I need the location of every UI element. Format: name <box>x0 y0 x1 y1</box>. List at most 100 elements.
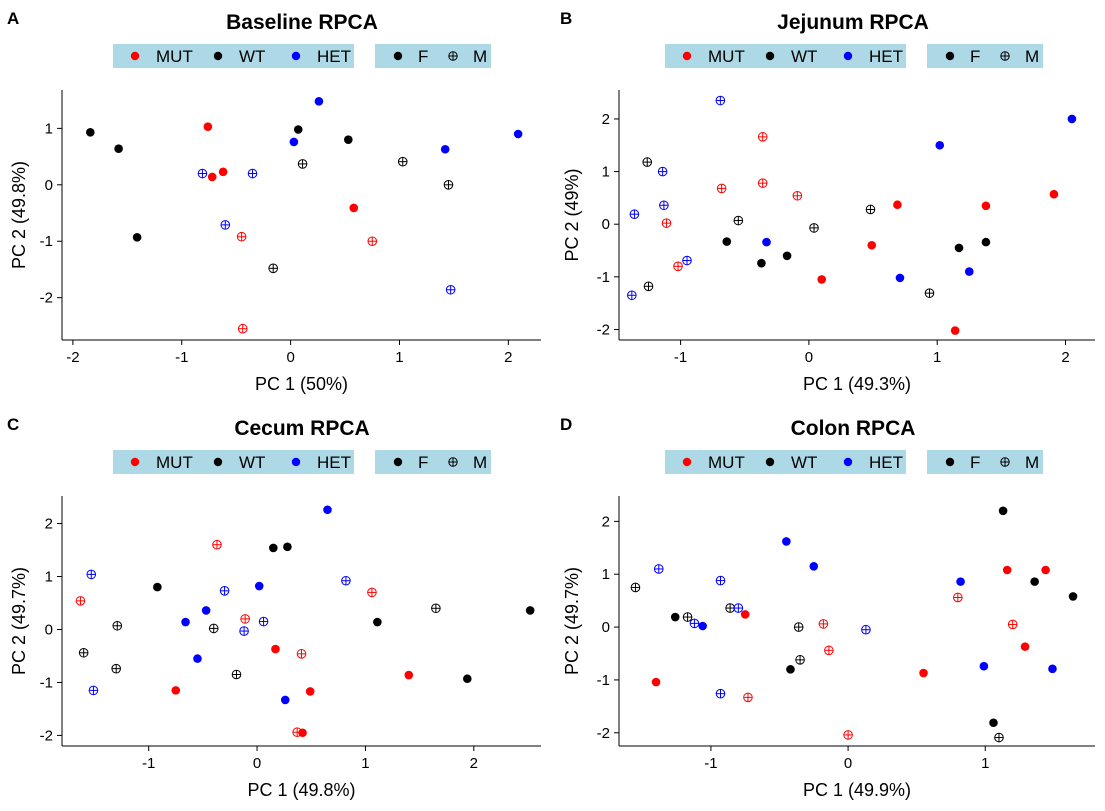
point-mut-f <box>298 728 307 738</box>
point-mut-f <box>919 668 928 678</box>
point-mut-m <box>237 323 248 334</box>
point-wt-f <box>132 232 142 242</box>
point-wt-m <box>112 620 123 631</box>
x-tick-label: 1 <box>395 349 403 366</box>
point-mut-f <box>981 201 991 211</box>
point-wt-m <box>733 215 744 226</box>
point-mut-f <box>1020 642 1030 651</box>
y-tick-label: 0 <box>45 621 53 638</box>
point-het-m <box>657 166 668 177</box>
point-wt-f <box>786 665 795 674</box>
y-tick-label: 2 <box>602 111 610 128</box>
legend-marker-f <box>945 51 955 61</box>
point-wt-f <box>86 128 95 137</box>
point-het-m <box>715 688 726 699</box>
point-mut-m <box>824 645 834 656</box>
point-wt-f <box>293 125 303 134</box>
legend-marker-f <box>393 457 403 467</box>
legend-genotype-box <box>665 44 906 68</box>
point-wt-f <box>283 542 292 552</box>
point-wt-m <box>431 603 441 614</box>
point-het-m <box>258 616 269 627</box>
point-wt-m <box>231 669 242 680</box>
y-tick-label: -1 <box>40 233 53 250</box>
point-mut-f <box>1041 565 1050 575</box>
legend-marker-m <box>448 457 458 467</box>
point-wt-f <box>153 582 162 592</box>
legend-genotype-box <box>113 44 354 68</box>
legend-marker-wt <box>765 457 775 467</box>
point-mut-f <box>893 200 902 210</box>
point-het-m <box>219 586 230 596</box>
legend-label-het: HET <box>869 47 903 66</box>
point-wt-f <box>463 674 472 684</box>
x-tick-label: 0 <box>253 755 261 772</box>
legend-label-het: HET <box>869 453 903 472</box>
legend-marker-het <box>843 457 853 467</box>
x-tick-label: 0 <box>286 349 294 366</box>
legend-genotype-box <box>113 450 354 474</box>
legend-label-wt: WT <box>239 453 265 472</box>
x-tick-label: 1 <box>981 755 989 772</box>
panel-b: B Jejunum RPCA MUT WT HET F M -1 0 1 2 -2 -1 0 1 2 PC 1 … <box>560 9 1095 394</box>
point-wt-f <box>269 543 278 553</box>
x-axis-label: PC 1 (49.9%) <box>803 780 911 800</box>
legend-label-mut: MUT <box>156 47 193 66</box>
point-het-m <box>341 575 351 586</box>
point-wt-m <box>297 159 308 169</box>
point-mut-f <box>207 172 217 182</box>
point-het-m <box>682 255 692 266</box>
panel-d: D Colon RPCA MUT WT HET F M -1 0 1 -2 -1 0 1 2 PC 1 (49… <box>560 415 1095 800</box>
point-mut-m <box>953 592 963 603</box>
point-het-m <box>733 603 744 613</box>
legend-label-m: M <box>1025 453 1039 472</box>
point-mut-m <box>673 261 683 272</box>
point-wt-m <box>682 612 693 622</box>
legend: MUT WT HET F M <box>113 450 491 474</box>
point-wt-f <box>114 144 123 153</box>
point-wt-f <box>757 258 766 268</box>
point-wt-f <box>1068 592 1078 601</box>
y-tick-label: 0 <box>45 177 53 194</box>
point-mut-f <box>271 644 280 654</box>
point-mut-f <box>867 240 877 250</box>
point-mut-m <box>296 649 307 659</box>
point-mut-f <box>740 610 750 619</box>
y-axis-label: PC 2 (49.7%) <box>562 567 582 675</box>
point-mut-f <box>404 670 414 680</box>
legend: MUT WT HET F M <box>665 44 1043 68</box>
point-mut-f <box>817 275 827 284</box>
panel-title: Cecum RPCA <box>234 417 369 440</box>
legend-label-m: M <box>473 47 487 66</box>
point-wt-m <box>111 663 121 674</box>
point-mut-m <box>236 231 247 242</box>
legend-label-m: M <box>1025 47 1039 66</box>
point-het-f <box>935 140 945 150</box>
legend-marker-mut <box>130 51 140 61</box>
point-wt-f <box>344 135 353 144</box>
point-het-f <box>201 606 211 615</box>
y-axis-label: PC 2 (49.7%) <box>9 567 29 675</box>
legend-label-het: HET <box>317 47 351 66</box>
point-mut-f <box>171 686 181 695</box>
point-het-m <box>445 284 456 295</box>
legend-label-f: F <box>418 453 428 472</box>
point-wt-f <box>998 506 1008 516</box>
x-tick-label: 1 <box>361 755 369 772</box>
point-het-m <box>88 685 99 696</box>
x-axis-label: PC 1 (50%) <box>255 374 348 394</box>
point-wt-m <box>924 288 935 298</box>
point-wt-m <box>725 603 735 613</box>
point-het-f <box>964 267 974 276</box>
point-het-f <box>956 577 965 586</box>
point-het-m <box>627 290 637 301</box>
x-tick-label: -2 <box>66 349 79 366</box>
point-mut-m <box>716 183 727 194</box>
x-tick-label: -1 <box>704 755 717 772</box>
point-het-f <box>1067 114 1077 124</box>
x-tick-label: 1 <box>933 349 941 366</box>
point-het-m <box>659 200 669 211</box>
y-tick-label: 1 <box>45 569 53 586</box>
x-tick-label: -1 <box>142 755 155 772</box>
x-tick-label: -1 <box>175 349 188 366</box>
